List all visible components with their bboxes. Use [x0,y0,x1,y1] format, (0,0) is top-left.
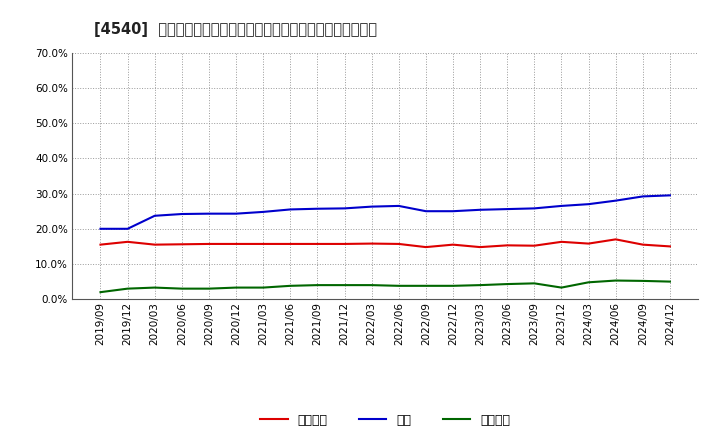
在庫 [259,209,268,215]
売上債権 [286,241,294,246]
売上債権 [584,241,593,246]
買入債務 [421,283,430,289]
在庫 [449,209,457,214]
買入債務 [286,283,294,289]
売上債権 [367,241,376,246]
売上債権 [557,239,566,245]
在庫 [286,207,294,212]
売上債権 [150,242,159,247]
売上債権 [232,241,240,246]
買入債務 [367,282,376,288]
買入債務 [611,278,620,283]
買入債務 [232,285,240,290]
売上債権 [313,241,322,246]
売上債権 [476,245,485,250]
在庫 [557,203,566,209]
在庫 [395,203,403,209]
在庫 [96,226,105,231]
在庫 [341,206,349,211]
在庫 [503,206,511,212]
買入債務 [178,286,186,291]
買入債務 [341,282,349,288]
売上債権 [611,237,620,242]
買入債務 [204,286,213,291]
Line: 在庫: 在庫 [101,195,670,229]
買入債務 [123,286,132,291]
買入債務 [503,282,511,287]
売上債権 [449,242,457,247]
買入債務 [584,280,593,285]
買入債務 [665,279,674,284]
売上債権 [259,241,268,246]
在庫 [178,211,186,216]
Line: 買入債務: 買入債務 [101,281,670,292]
買入債務 [449,283,457,289]
Line: 売上債権: 売上債権 [101,239,670,247]
売上債権 [639,242,647,247]
在庫 [367,204,376,209]
在庫 [232,211,240,216]
在庫 [421,209,430,214]
売上債権 [123,239,132,245]
買入債務 [313,282,322,288]
在庫 [476,207,485,213]
売上債権 [421,245,430,250]
在庫 [123,226,132,231]
売上債権 [503,243,511,248]
在庫 [639,194,647,199]
在庫 [204,211,213,216]
売上債権 [204,241,213,246]
買入債務 [395,283,403,289]
売上債権 [665,244,674,249]
在庫 [530,206,539,211]
売上債権 [96,242,105,247]
在庫 [611,198,620,203]
Text: [4540]  売上債権、在庫、買入債務の総資産に対する比率の推移: [4540] 売上債権、在庫、買入債務の総資産に対する比率の推移 [94,22,377,37]
買入債務 [557,285,566,290]
売上債権 [530,243,539,248]
買入債務 [476,282,485,288]
在庫 [150,213,159,218]
買入債務 [96,290,105,295]
在庫 [665,193,674,198]
在庫 [313,206,322,211]
在庫 [584,202,593,207]
買入債務 [259,285,268,290]
売上債権 [341,241,349,246]
Legend: 売上債権, 在庫, 買入債務: 売上債権, 在庫, 買入債務 [255,409,516,432]
買入債務 [639,278,647,283]
売上債権 [178,242,186,247]
売上債権 [395,241,403,246]
買入債務 [530,281,539,286]
買入債務 [150,285,159,290]
